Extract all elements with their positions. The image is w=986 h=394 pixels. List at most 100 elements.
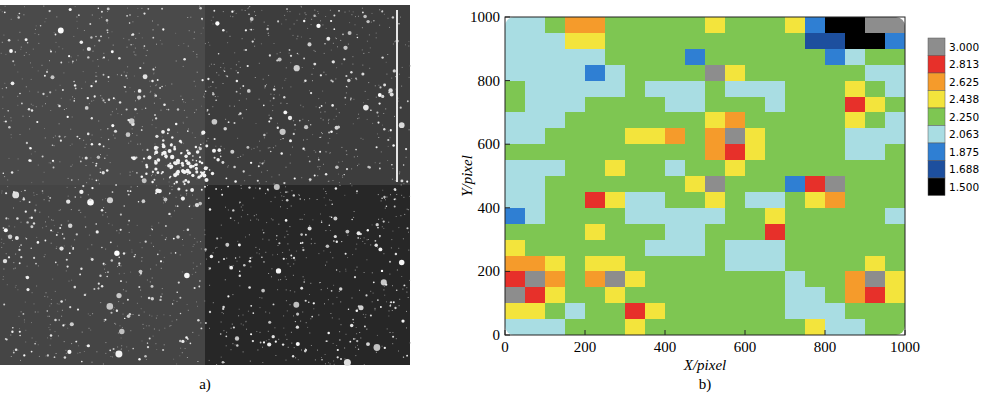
star — [396, 289, 398, 291]
noise — [243, 154, 244, 155]
noise — [169, 182, 170, 183]
star — [152, 229, 154, 231]
noise — [123, 303, 124, 304]
star — [387, 139, 389, 141]
star — [319, 151, 321, 153]
noise — [13, 208, 14, 209]
noise — [140, 290, 141, 291]
noise — [405, 44, 406, 45]
noise — [95, 76, 96, 77]
star — [111, 259, 113, 261]
star — [321, 222, 323, 224]
noise — [128, 224, 129, 225]
noise — [281, 24, 282, 25]
noise — [319, 282, 320, 283]
noise — [337, 46, 338, 47]
star — [310, 124, 311, 125]
star — [220, 156, 222, 158]
noise — [268, 25, 269, 26]
noise — [125, 252, 126, 253]
star — [139, 67, 141, 69]
noise — [156, 185, 157, 186]
noise — [362, 8, 363, 9]
noise — [362, 49, 363, 50]
star — [314, 175, 316, 177]
star — [178, 281, 180, 283]
star — [237, 72, 239, 74]
noise — [282, 88, 283, 89]
noise — [63, 72, 64, 73]
noise — [134, 91, 135, 92]
noise — [254, 11, 255, 12]
noise — [379, 9, 380, 10]
noise — [268, 33, 269, 34]
star — [73, 81, 75, 83]
noise — [9, 158, 10, 159]
star — [379, 168, 381, 170]
noise — [379, 237, 380, 238]
noise — [10, 117, 11, 118]
star — [107, 303, 114, 310]
star — [12, 191, 19, 198]
noise — [5, 6, 6, 7]
noise — [328, 181, 329, 182]
noise — [378, 227, 379, 228]
noise — [244, 180, 245, 181]
star — [383, 83, 386, 86]
noise — [208, 42, 209, 43]
noise — [269, 147, 270, 148]
star — [182, 99, 183, 100]
star — [123, 205, 124, 206]
noise — [102, 199, 103, 200]
noise — [71, 209, 72, 210]
star — [26, 142, 28, 144]
noise — [42, 193, 43, 194]
noise — [223, 63, 224, 64]
star — [163, 104, 166, 107]
noise — [4, 116, 5, 117]
noise — [26, 52, 27, 53]
star — [321, 105, 323, 107]
noise — [176, 61, 177, 62]
noise — [150, 86, 151, 87]
star — [225, 177, 227, 179]
noise — [50, 110, 51, 111]
star — [69, 8, 72, 11]
noise — [120, 265, 121, 266]
noise — [357, 345, 358, 346]
star — [162, 139, 164, 141]
star — [345, 253, 347, 255]
noise — [242, 118, 243, 119]
noise — [364, 243, 365, 244]
noise — [336, 38, 337, 39]
noise — [188, 310, 189, 311]
noise — [89, 235, 90, 236]
noise — [225, 119, 226, 120]
star — [95, 80, 97, 82]
noise — [259, 183, 260, 184]
noise — [256, 123, 257, 124]
noise — [310, 38, 311, 39]
star — [348, 31, 352, 35]
noise — [100, 302, 101, 303]
star — [339, 287, 342, 290]
noise — [335, 37, 336, 38]
noise — [182, 352, 183, 353]
image-quadrant — [0, 5, 205, 185]
star — [370, 110, 372, 112]
star — [37, 241, 40, 244]
star — [338, 10, 340, 12]
star — [114, 251, 119, 256]
noise — [47, 296, 48, 297]
noise — [0, 9, 2, 10]
noise — [102, 215, 103, 216]
noise — [53, 220, 54, 221]
noise — [127, 8, 128, 9]
star — [247, 65, 249, 67]
noise — [259, 249, 260, 250]
noise — [360, 338, 361, 339]
star — [42, 93, 44, 95]
noise — [62, 48, 63, 49]
noise — [136, 135, 137, 136]
noise — [204, 97, 205, 98]
